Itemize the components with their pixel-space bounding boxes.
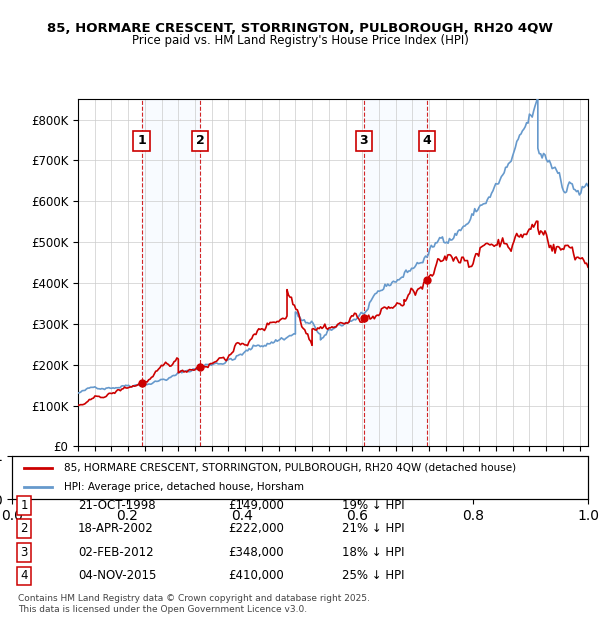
Text: 21% ↓ HPI: 21% ↓ HPI	[342, 523, 404, 535]
Text: £222,000: £222,000	[228, 523, 284, 535]
Text: £410,000: £410,000	[228, 570, 284, 582]
Text: 19% ↓ HPI: 19% ↓ HPI	[342, 499, 404, 511]
Text: 2: 2	[20, 523, 28, 535]
Bar	[364, 99, 427, 446]
Text: 4: 4	[20, 570, 28, 582]
Text: 1: 1	[20, 499, 28, 511]
Text: 2: 2	[196, 135, 205, 148]
Text: 4: 4	[422, 135, 431, 148]
Text: 02-FEB-2012: 02-FEB-2012	[78, 546, 154, 559]
Text: 1: 1	[137, 135, 146, 148]
Text: £348,000: £348,000	[228, 546, 284, 559]
Text: 18-APR-2002: 18-APR-2002	[78, 523, 154, 535]
Text: Price paid vs. HM Land Registry's House Price Index (HPI): Price paid vs. HM Land Registry's House …	[131, 34, 469, 47]
Text: £149,000: £149,000	[228, 499, 284, 511]
Text: 3: 3	[20, 546, 28, 559]
Text: 3: 3	[359, 135, 368, 148]
Text: 85, HORMARE CRESCENT, STORRINGTON, PULBOROUGH, RH20 4QW: 85, HORMARE CRESCENT, STORRINGTON, PULBO…	[47, 22, 553, 35]
Text: 25% ↓ HPI: 25% ↓ HPI	[342, 570, 404, 582]
Text: 04-NOV-2015: 04-NOV-2015	[78, 570, 157, 582]
Text: 21-OCT-1998: 21-OCT-1998	[78, 499, 155, 511]
Text: Contains HM Land Registry data © Crown copyright and database right 2025.
This d: Contains HM Land Registry data © Crown c…	[18, 595, 370, 614]
Text: HPI: Average price, detached house, Horsham: HPI: Average price, detached house, Hors…	[64, 482, 304, 492]
Bar	[142, 99, 200, 446]
Text: 18% ↓ HPI: 18% ↓ HPI	[342, 546, 404, 559]
Text: 85, HORMARE CRESCENT, STORRINGTON, PULBOROUGH, RH20 4QW (detached house): 85, HORMARE CRESCENT, STORRINGTON, PULBO…	[64, 463, 516, 473]
